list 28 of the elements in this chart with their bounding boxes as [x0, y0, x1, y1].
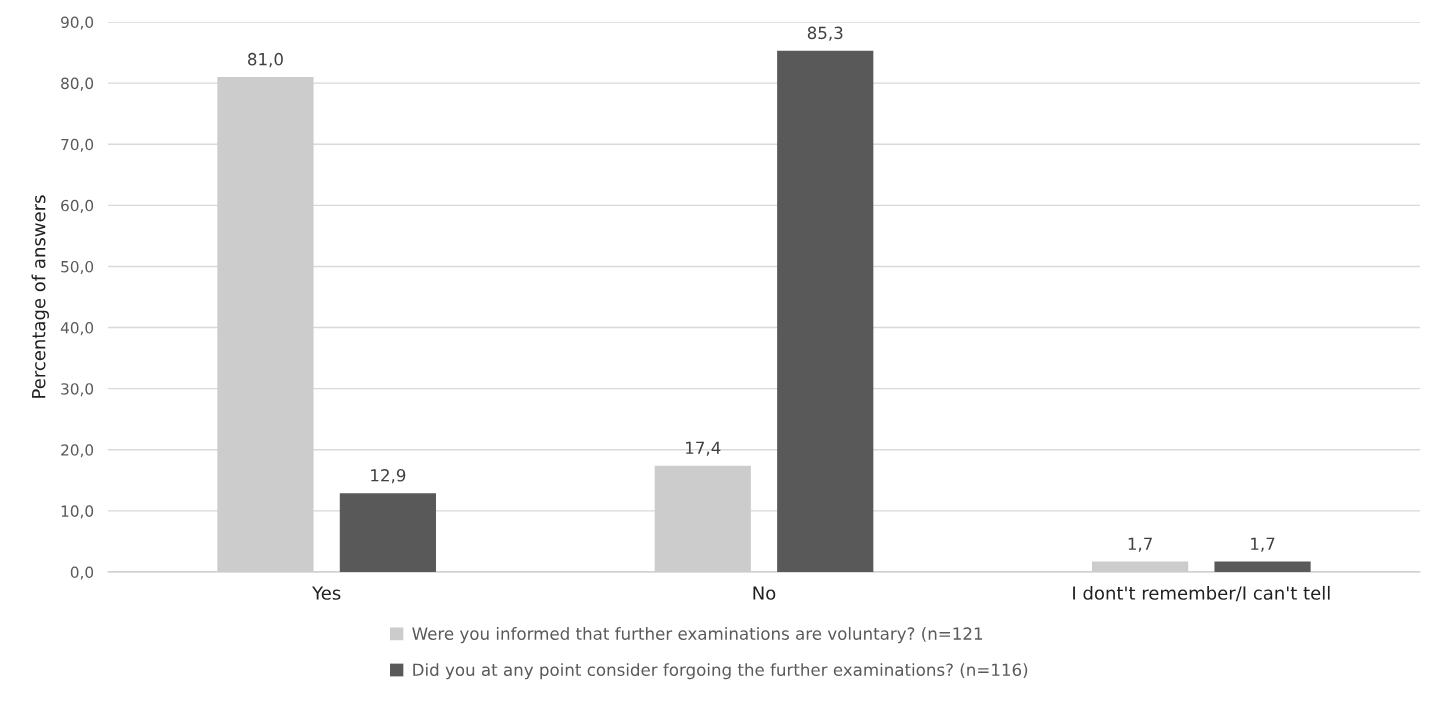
bar	[1092, 561, 1189, 572]
data-label: 81,0	[248, 52, 283, 68]
bar	[1214, 561, 1311, 572]
legend-label: Did you at any point consider forgoing the further examinations? (n=116)	[413, 663, 1028, 680]
data-label: 12,9	[371, 469, 406, 484]
y-tick-label: 70,0	[61, 138, 94, 152]
y-axis-title: Percentage of answers	[31, 195, 49, 398]
y-tick-label: 80,0	[61, 77, 94, 91]
bar	[339, 493, 436, 572]
y-tick-label: 10,0	[61, 505, 94, 519]
data-label: 17,4	[686, 441, 721, 456]
y-tick-label: 40,0	[60, 322, 94, 336]
data-label: 1,7	[1128, 537, 1152, 552]
y-tick-label: 0,0	[70, 566, 94, 580]
y-tick-label: 50,0	[61, 260, 94, 275]
bar	[654, 465, 751, 572]
y-tick-label: 30,0	[61, 383, 94, 397]
y-tick-label: 60,0	[61, 199, 94, 213]
y-tick-label: 90,0	[61, 16, 94, 30]
bar	[777, 50, 874, 572]
y-tick-label: 20,0	[61, 444, 94, 458]
legend-label: Were you informed that further examinations are voluntary? (n=121	[412, 627, 983, 644]
x-tick-label: Yes	[312, 586, 341, 600]
x-tick-label: I dont't remember/I can't tell	[1073, 585, 1330, 602]
x-tick-label: No	[753, 586, 776, 600]
bar	[217, 77, 314, 572]
data-label: 85,3	[807, 26, 843, 41]
data-label: 1,7	[1251, 537, 1275, 552]
